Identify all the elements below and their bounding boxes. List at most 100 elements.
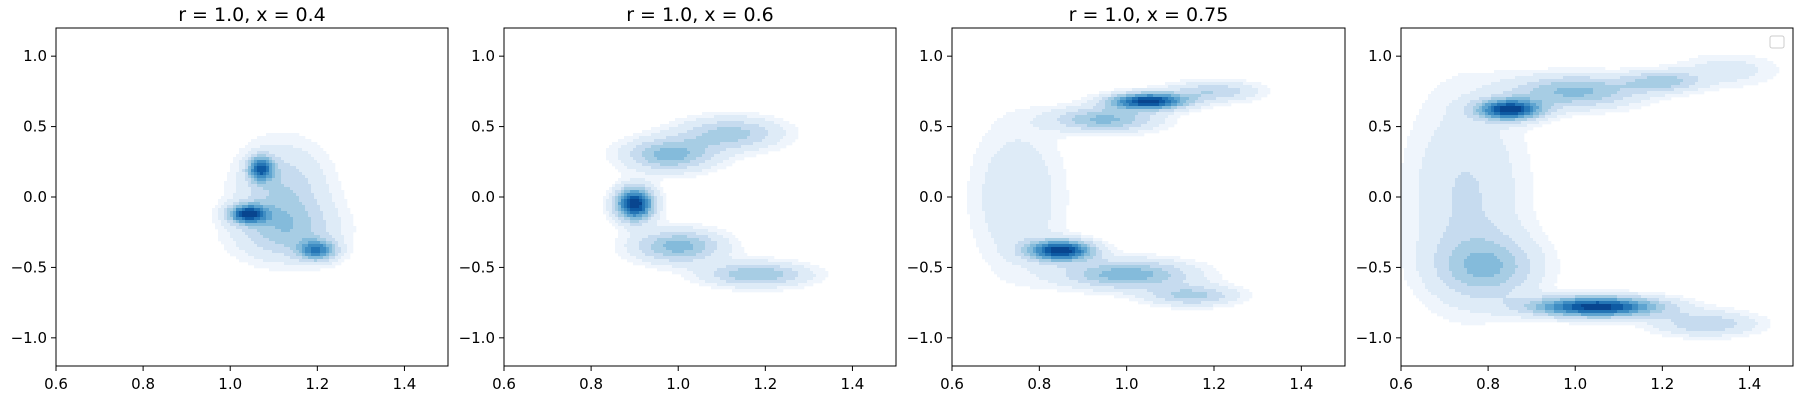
density-cell: [1141, 100, 1145, 104]
density-cell: [260, 139, 264, 143]
density-cell: [263, 202, 267, 206]
density-cell: [660, 247, 664, 251]
density-cell: [666, 235, 670, 239]
density-cell: [675, 157, 679, 161]
density-cell: [717, 148, 721, 152]
density-cell: [759, 124, 763, 128]
density-cell: [281, 262, 285, 266]
density-cell: [675, 142, 679, 146]
density-cell: [615, 214, 619, 218]
density-cell: [627, 184, 631, 188]
density-cell: [314, 196, 318, 200]
density-cell: [275, 211, 279, 215]
density-cell: [263, 208, 267, 212]
density-cell: [260, 142, 264, 146]
density-cell: [702, 247, 706, 251]
density-cell: [347, 226, 351, 230]
density-cell: [251, 214, 255, 218]
density-cell: [780, 268, 784, 272]
density-cell: [1048, 109, 1052, 113]
density-cell: [744, 127, 748, 131]
density-cell: [281, 154, 285, 158]
density-cell: [777, 130, 781, 134]
density-cell: [690, 262, 694, 266]
density-cell: [1096, 112, 1100, 116]
density-cell: [1066, 103, 1070, 107]
density-cell: [612, 148, 616, 152]
density-cell: [765, 274, 769, 278]
density-cell: [1042, 130, 1046, 134]
density-cell: [771, 280, 775, 284]
density-cell: [1201, 103, 1205, 107]
density-cell: [257, 175, 261, 179]
density-cell: [738, 151, 742, 155]
density-cell: [236, 205, 240, 209]
density-cell: [708, 169, 712, 173]
density-cell: [302, 172, 306, 176]
density-cell: [245, 187, 249, 191]
density-cell: [723, 121, 727, 125]
density-cell: [738, 259, 742, 263]
x-tick-label: 1.0: [218, 375, 242, 393]
density-cell: [1084, 118, 1088, 122]
density-cell: [765, 133, 769, 137]
density-cell: [329, 220, 333, 224]
density-cell: [1195, 91, 1199, 95]
density-cell: [284, 184, 288, 188]
density-cell: [236, 256, 240, 260]
density-cell: [1030, 109, 1034, 113]
density-cell: [717, 139, 721, 143]
density-cell: [633, 160, 637, 164]
density-cell: [765, 115, 769, 119]
density-cell: [678, 160, 682, 164]
density-cell: [606, 190, 610, 194]
density-cell: [696, 121, 700, 125]
density-cell: [690, 241, 694, 245]
density-cell: [741, 259, 745, 263]
density-cell: [1237, 91, 1241, 95]
density-cell: [266, 223, 270, 227]
density-cell: [281, 151, 285, 155]
density-cell: [335, 226, 339, 230]
density-cell: [1189, 109, 1193, 113]
density-cell: [1159, 100, 1163, 104]
density-cell: [296, 241, 300, 245]
density-cell: [1087, 118, 1091, 122]
density-cell: [254, 148, 258, 152]
density-cell: [215, 223, 219, 227]
density-cell: [639, 256, 643, 260]
density-cell: [230, 244, 234, 248]
density-cell: [651, 208, 655, 212]
density-cell: [299, 238, 303, 242]
density-cell: [648, 250, 652, 254]
density-cell: [254, 220, 258, 224]
density-cell: [609, 151, 613, 155]
density-cell: [609, 217, 613, 221]
density-cell: [236, 199, 240, 203]
density-cell: [675, 133, 679, 137]
density-cell: [777, 289, 781, 293]
density-cell: [660, 214, 664, 218]
density-cell: [272, 187, 276, 191]
density-cell: [338, 238, 342, 242]
density-cell: [753, 262, 757, 266]
density-cell: [1120, 130, 1124, 134]
density-cell: [675, 118, 679, 122]
density-contours: [212, 133, 357, 272]
density-cell: [777, 286, 781, 290]
density-cell: [1261, 85, 1265, 89]
density-cell: [332, 229, 336, 233]
density-cell: [627, 169, 631, 173]
density-cell: [1039, 118, 1043, 122]
density-cell: [1153, 103, 1157, 107]
density-cell: [1120, 97, 1124, 101]
density-cell: [293, 196, 297, 200]
density-cell: [317, 199, 321, 203]
density-cell: [681, 241, 685, 245]
density-cell: [633, 235, 637, 239]
density-cell: [681, 169, 685, 173]
density-cell: [1090, 97, 1094, 101]
density-cell: [227, 238, 231, 242]
density-cell: [618, 187, 622, 191]
density-cell: [245, 238, 249, 242]
